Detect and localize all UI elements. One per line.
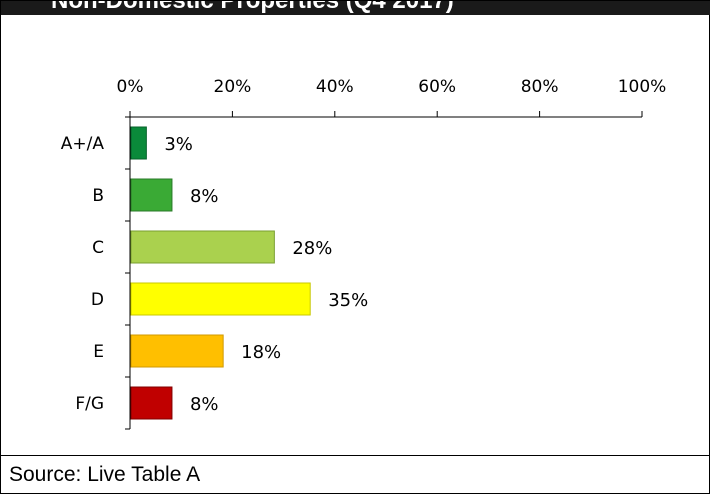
x-tick-label: 80% <box>521 77 559 97</box>
y-axis: A+/A B C D E F/G <box>61 116 131 430</box>
category-label: B <box>92 186 104 206</box>
category-label: C <box>92 238 104 258</box>
data-label: 8% <box>190 394 219 415</box>
x-tick-label: 20% <box>214 77 252 97</box>
bar-f-g <box>130 386 173 420</box>
title-bar: Non-Domestic Properties (Q4 2017) <box>1 1 710 15</box>
x-tick-label: 40% <box>316 77 354 97</box>
bar-e <box>130 334 224 368</box>
data-label: 3% <box>164 134 193 155</box>
x-axis: 0% 20% 40% 60% 80% 100% <box>117 77 667 118</box>
x-tick-label: 0% <box>117 77 144 97</box>
bar-d <box>130 282 311 316</box>
category-label: D <box>91 290 104 310</box>
source-note: Source: Live Table A <box>9 463 201 486</box>
data-labels: 3% 8% 28% 35% 18% 8% <box>164 134 368 415</box>
bar-c <box>130 230 275 264</box>
bar-chart: 0% 20% 40% 60% 80% 100% A+/A B C D E F/G 3% 8% 28% 35… <box>61 77 667 430</box>
footer-divider <box>1 455 710 456</box>
category-label: A+/A <box>61 134 105 154</box>
bar-a-a <box>130 126 147 160</box>
bar-b <box>130 178 173 212</box>
bars <box>130 126 311 420</box>
chart-title: Non-Domestic Properties (Q4 2017) <box>51 1 454 15</box>
category-label: F/G <box>75 394 104 414</box>
data-label: 35% <box>328 290 368 311</box>
data-label: 28% <box>292 238 332 259</box>
x-tick-label: 60% <box>418 77 456 97</box>
x-tick-label: 100% <box>618 77 667 97</box>
data-label: 8% <box>190 186 219 207</box>
data-label: 18% <box>241 342 281 363</box>
category-label: E <box>93 342 104 362</box>
